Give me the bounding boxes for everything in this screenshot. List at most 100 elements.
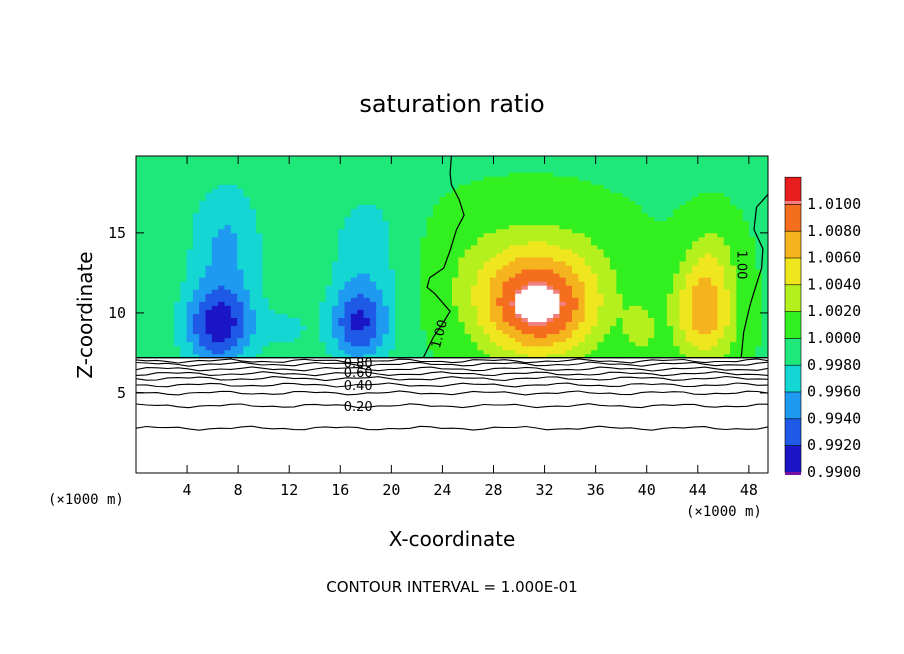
heatmap-cell [742, 232, 750, 238]
heatmap-cell [616, 317, 624, 323]
heatmap-cell [388, 268, 396, 274]
heatmap-cell [294, 256, 301, 262]
heatmap-cell [736, 244, 744, 250]
heatmap-cell [572, 313, 579, 318]
heatmap-cell [199, 184, 207, 189]
heatmap-cell [692, 293, 700, 298]
heatmap-cell [610, 172, 617, 177]
heatmap-cell [483, 200, 491, 206]
heatmap-cell [433, 236, 440, 242]
heatmap-cell [692, 172, 700, 177]
heatmap-cell [458, 168, 466, 173]
heatmap-cell [502, 341, 510, 347]
heatmap-cell [628, 301, 636, 306]
heatmap-cell [218, 248, 226, 254]
heatmap-cell [312, 313, 320, 318]
heatmap-cell [287, 244, 295, 250]
heatmap-cell [230, 180, 238, 185]
heatmap-cell [635, 277, 643, 282]
heatmap-cell [154, 224, 162, 230]
heatmap-cell [685, 345, 693, 351]
heatmap-cell [275, 268, 282, 274]
heatmap-cell [433, 256, 440, 262]
heatmap-cell [546, 180, 554, 185]
heatmap-cell [521, 325, 529, 331]
heatmap-cell [610, 333, 617, 339]
heatmap-cell [685, 349, 693, 355]
heatmap-cell [641, 293, 649, 298]
heatmap-cell [628, 244, 636, 250]
heatmap-cell [458, 309, 466, 314]
heatmap-cell [502, 256, 510, 262]
heatmap-cell [262, 349, 270, 355]
heatmap-cell [679, 313, 687, 318]
heatmap-cell [477, 313, 485, 318]
heatmap-cell [578, 268, 586, 274]
heatmap-cell [161, 176, 169, 181]
heatmap-cell [559, 264, 567, 270]
heatmap-cell [565, 353, 573, 359]
heatmap-cell [730, 236, 737, 242]
heatmap-cell [572, 228, 579, 234]
heatmap-cell [262, 172, 270, 177]
heatmap-cell [755, 345, 763, 351]
heatmap-cell [527, 321, 535, 327]
heatmap-cell [401, 325, 409, 331]
heatmap-cell [363, 345, 371, 351]
heatmap-cell [161, 353, 169, 359]
heatmap-cell [154, 353, 162, 359]
heatmap-cell [142, 200, 150, 206]
heatmap-cell [136, 212, 143, 218]
heatmap-cell [704, 188, 712, 193]
heatmap-cell [584, 228, 592, 234]
heatmap-cell [167, 164, 175, 169]
heatmap-cell [136, 297, 143, 302]
heatmap-cell [477, 212, 485, 218]
heatmap-cell [515, 236, 523, 242]
heatmap-cell [350, 216, 358, 222]
heatmap-cell [515, 248, 523, 254]
heatmap-cell [199, 248, 207, 254]
heatmap-cell [211, 164, 219, 169]
heatmap-cell [331, 192, 339, 197]
heatmap-cell [673, 325, 681, 331]
heatmap-cell [508, 353, 516, 359]
heatmap-cell [192, 289, 200, 294]
heatmap-cell [559, 321, 567, 327]
heatmap-cell [610, 321, 617, 327]
heatmap-cell [325, 204, 333, 210]
heatmap-cell [154, 160, 162, 165]
heatmap-cell [211, 156, 219, 161]
heatmap-cell [628, 168, 636, 173]
heatmap-cell [559, 277, 567, 282]
heatmap-cell [483, 248, 491, 254]
heatmap-cell [357, 156, 365, 161]
heatmap-cell [477, 216, 485, 222]
heatmap-cell [224, 277, 232, 282]
heatmap-cell [414, 264, 421, 270]
heatmap-cell [603, 184, 611, 189]
heatmap-cell [256, 329, 263, 335]
heatmap-cell [597, 252, 605, 258]
heatmap-cell [161, 321, 169, 327]
heatmap-cell [401, 240, 409, 246]
heatmap-cell [180, 252, 188, 258]
heatmap-cell [287, 297, 295, 302]
heatmap-cell [483, 156, 491, 161]
heatmap-cell [294, 180, 301, 185]
heatmap-cell [357, 277, 365, 282]
heatmap-cell [496, 240, 504, 246]
heatmap-cell [711, 180, 719, 185]
heatmap-cell [275, 216, 282, 222]
heatmap-cell [237, 309, 245, 314]
heatmap-cell [559, 244, 567, 250]
heatmap-cell [540, 349, 548, 355]
heatmap-cell [388, 297, 396, 302]
heatmap-cell [357, 160, 365, 165]
heatmap-cell [553, 232, 561, 238]
heatmap-cell [211, 196, 219, 201]
heatmap-cell [224, 240, 232, 246]
heatmap-cell [736, 305, 744, 310]
heatmap-cell [572, 321, 579, 327]
heatmap-cell [268, 220, 276, 226]
